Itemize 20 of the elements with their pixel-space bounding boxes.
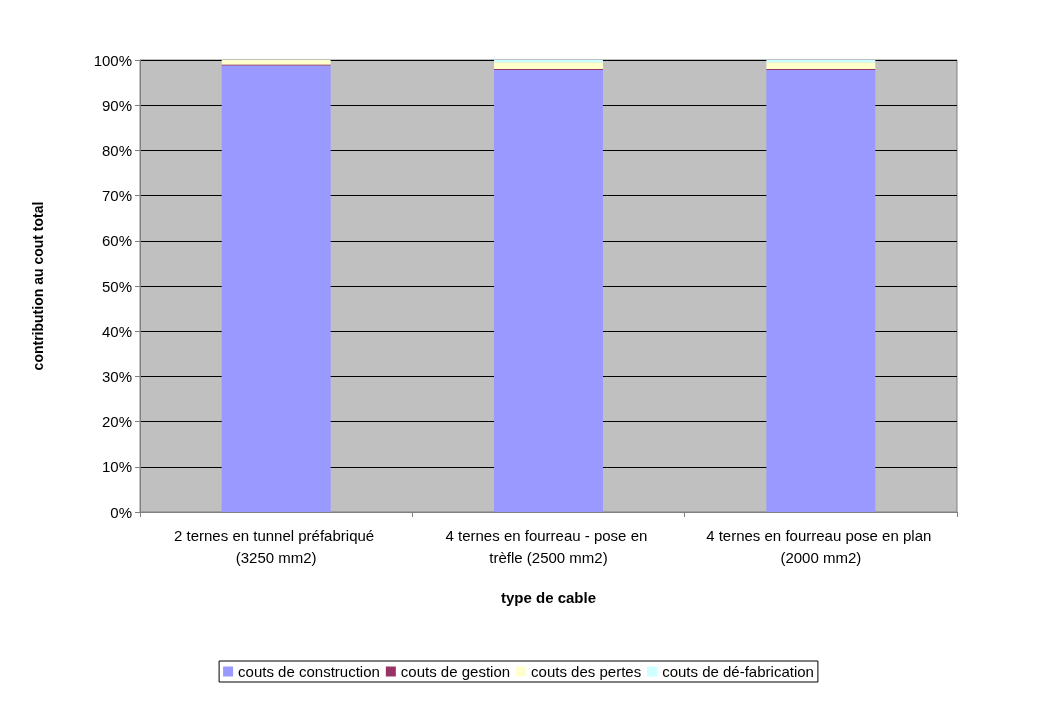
y-tick-label: 90% bbox=[101, 96, 132, 114]
x-tick-label: 4 ternes en fourreau - pose en trèfle (2500 mm2) bbox=[445, 526, 652, 566]
y-axis-title: contribution au cout total bbox=[30, 201, 46, 371]
legend-label: couts de construction bbox=[238, 663, 380, 680]
x-tick-label: 2 ternes en tunnel préfabriqué (3250 mm2) bbox=[174, 526, 379, 566]
x-tick-label: 4 ternes en fourreau pose en plan (2000 mm2) bbox=[706, 526, 936, 566]
y-tick-label: 60% bbox=[101, 232, 132, 250]
legend-label: couts des pertes bbox=[531, 663, 642, 680]
y-tick-label: 0% bbox=[110, 503, 132, 521]
y-tick-label: 30% bbox=[101, 367, 132, 385]
y-tick-label: 40% bbox=[101, 322, 132, 340]
y-tick-label: 70% bbox=[101, 187, 132, 205]
legend-label: couts de gestion bbox=[400, 663, 511, 680]
y-tick-label: 50% bbox=[101, 277, 132, 295]
y-tick-label: 80% bbox=[101, 141, 132, 159]
y-tick-label: 100% bbox=[93, 51, 132, 69]
y-tick-label: 20% bbox=[101, 413, 132, 431]
y-tick-label: 10% bbox=[101, 458, 132, 476]
legend-label: couts de dé-fabrication bbox=[662, 663, 814, 680]
x-axis-title: type de cable bbox=[500, 589, 597, 606]
